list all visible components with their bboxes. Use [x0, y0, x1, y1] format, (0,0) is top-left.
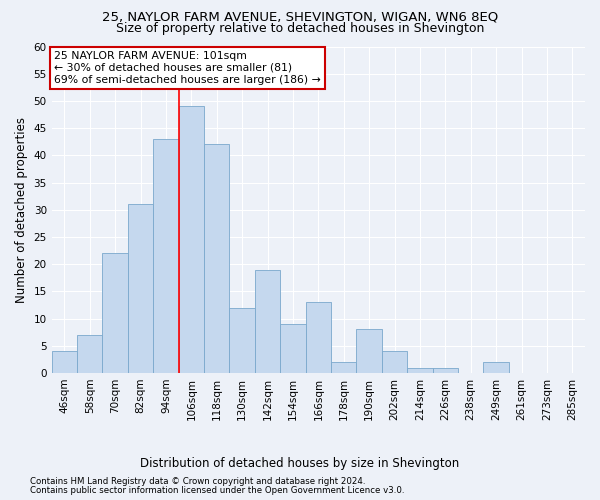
Text: Size of property relative to detached houses in Shevington: Size of property relative to detached ho…	[116, 22, 484, 35]
Bar	[229, 308, 255, 373]
Bar	[280, 324, 305, 373]
Bar	[103, 254, 128, 373]
Text: 25, NAYLOR FARM AVENUE, SHEVINGTON, WIGAN, WN6 8EQ: 25, NAYLOR FARM AVENUE, SHEVINGTON, WIGA…	[102, 11, 498, 24]
Bar	[433, 368, 458, 373]
Bar	[484, 362, 509, 373]
Bar	[128, 204, 153, 373]
Bar	[204, 144, 229, 373]
Bar	[356, 330, 382, 373]
Bar	[153, 139, 179, 373]
Text: 25 NAYLOR FARM AVENUE: 101sqm
← 30% of detached houses are smaller (81)
69% of s: 25 NAYLOR FARM AVENUE: 101sqm ← 30% of d…	[55, 52, 321, 84]
Bar	[305, 302, 331, 373]
Y-axis label: Number of detached properties: Number of detached properties	[15, 117, 28, 303]
Bar	[179, 106, 204, 373]
Text: Distribution of detached houses by size in Shevington: Distribution of detached houses by size …	[140, 458, 460, 470]
Bar	[407, 368, 433, 373]
Bar	[77, 335, 103, 373]
Bar	[255, 270, 280, 373]
Text: Contains HM Land Registry data © Crown copyright and database right 2024.: Contains HM Land Registry data © Crown c…	[30, 477, 365, 486]
Bar	[52, 351, 77, 373]
Bar	[382, 351, 407, 373]
Text: Contains public sector information licensed under the Open Government Licence v3: Contains public sector information licen…	[30, 486, 404, 495]
Bar	[331, 362, 356, 373]
